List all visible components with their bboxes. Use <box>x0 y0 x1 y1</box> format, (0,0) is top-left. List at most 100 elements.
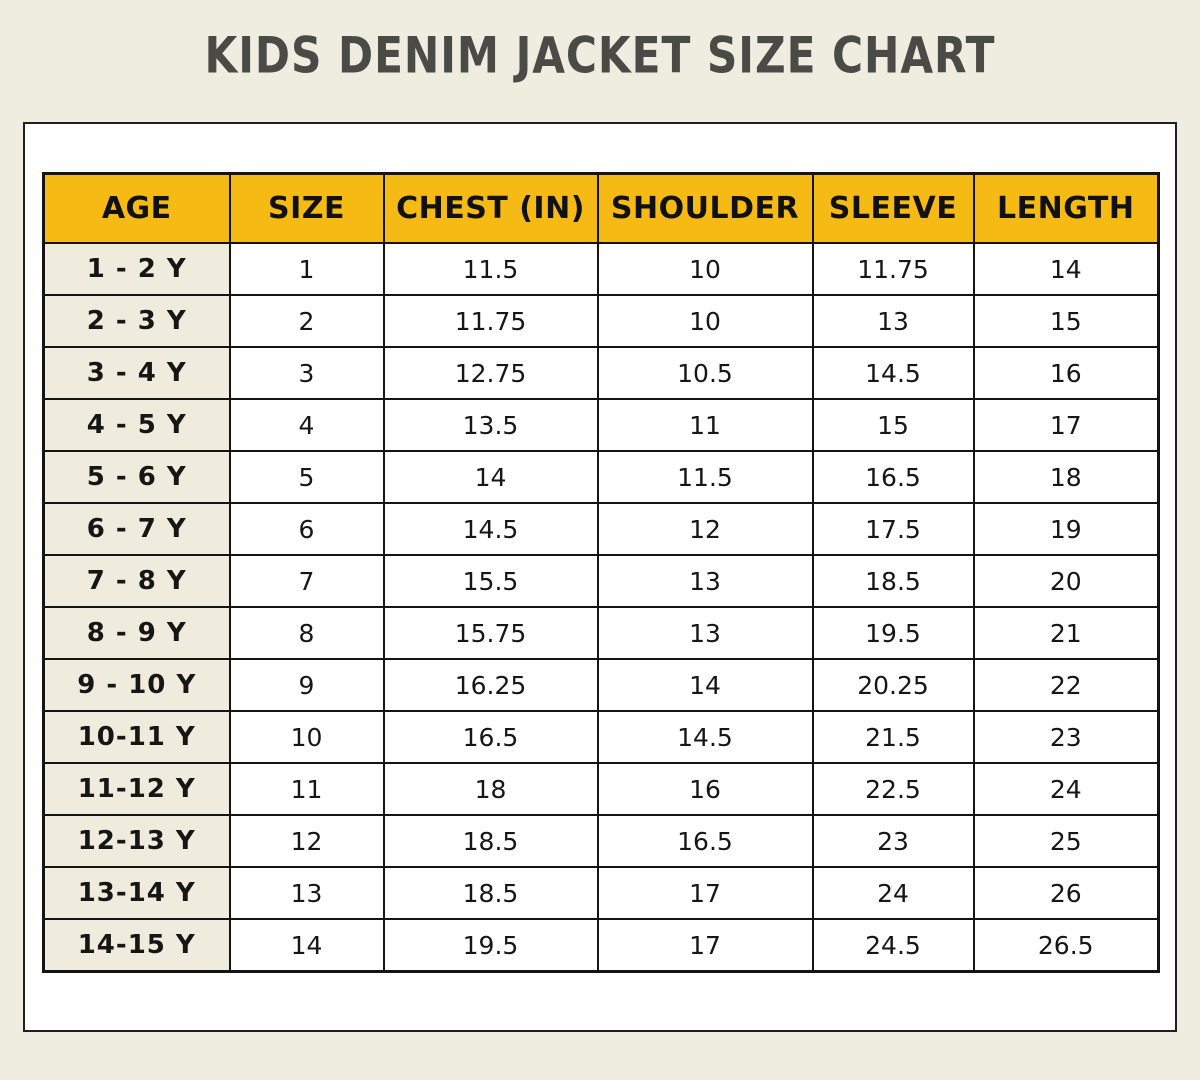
sleeve-cell: 21.5 <box>811 710 975 764</box>
shoulder-cell: 16.5 <box>596 814 814 868</box>
length-cell: 21 <box>972 606 1160 660</box>
length-cell: 24 <box>972 762 1160 816</box>
column-header-shoulder: SHOULDER <box>596 172 814 244</box>
column-header-sleeve: SLEEVE <box>811 172 975 244</box>
length-cell: 23 <box>972 710 1160 764</box>
length-cell: 18 <box>972 450 1160 504</box>
length-cell: 19 <box>972 502 1160 556</box>
table-row: 1 - 2 Y 1 11.5 10 11.75 14 <box>42 242 1160 296</box>
shoulder-cell: 11 <box>596 398 814 452</box>
chest-cell: 15.75 <box>382 606 599 660</box>
length-cell: 26.5 <box>972 918 1160 973</box>
size-cell: 6 <box>228 502 385 556</box>
sleeve-cell: 16.5 <box>811 450 975 504</box>
chest-cell: 19.5 <box>382 918 599 973</box>
sleeve-cell: 20.25 <box>811 658 975 712</box>
chest-cell: 18 <box>382 762 599 816</box>
shoulder-cell: 14.5 <box>596 710 814 764</box>
size-chart-table: AGE SIZE CHEST (IN) SHOULDER SLEEVE LENG… <box>42 172 1160 973</box>
age-cell: 7 - 8 Y <box>42 554 231 608</box>
shoulder-cell: 10 <box>596 294 814 348</box>
table-row: 3 - 4 Y 3 12.75 10.5 14.5 16 <box>42 346 1160 400</box>
size-cell: 4 <box>228 398 385 452</box>
chest-cell: 16.5 <box>382 710 599 764</box>
sleeve-cell: 22.5 <box>811 762 975 816</box>
size-cell: 12 <box>228 814 385 868</box>
table-row: 7 - 8 Y 7 15.5 13 18.5 20 <box>42 554 1160 608</box>
length-cell: 22 <box>972 658 1160 712</box>
length-cell: 20 <box>972 554 1160 608</box>
shoulder-cell: 11.5 <box>596 450 814 504</box>
sleeve-cell: 24.5 <box>811 918 975 973</box>
sleeve-cell: 24 <box>811 866 975 920</box>
table-row: 13-14 Y 13 18.5 17 24 26 <box>42 866 1160 920</box>
shoulder-cell: 17 <box>596 918 814 973</box>
sleeve-cell: 15 <box>811 398 975 452</box>
sleeve-cell: 13 <box>811 294 975 348</box>
length-cell: 17 <box>972 398 1160 452</box>
chest-cell: 11.75 <box>382 294 599 348</box>
age-cell: 9 - 10 Y <box>42 658 231 712</box>
age-cell: 4 - 5 Y <box>42 398 231 452</box>
shoulder-cell: 17 <box>596 866 814 920</box>
size-cell: 10 <box>228 710 385 764</box>
length-cell: 14 <box>972 242 1160 296</box>
chest-cell: 12.75 <box>382 346 599 400</box>
shoulder-cell: 14 <box>596 658 814 712</box>
sleeve-cell: 18.5 <box>811 554 975 608</box>
size-chart-card: AGE SIZE CHEST (IN) SHOULDER SLEEVE LENG… <box>23 122 1177 1032</box>
table-row: 6 - 7 Y 6 14.5 12 17.5 19 <box>42 502 1160 556</box>
size-cell: 14 <box>228 918 385 973</box>
table-row: 12-13 Y 12 18.5 16.5 23 25 <box>42 814 1160 868</box>
age-cell: 3 - 4 Y <box>42 346 231 400</box>
sleeve-cell: 14.5 <box>811 346 975 400</box>
table-row: 10-11 Y 10 16.5 14.5 21.5 23 <box>42 710 1160 764</box>
table-body: 1 - 2 Y 1 11.5 10 11.75 14 2 - 3 Y 2 11.75 10 13 15… <box>42 242 1160 973</box>
length-cell: 25 <box>972 814 1160 868</box>
size-cell: 3 <box>228 346 385 400</box>
table-row: 5 - 6 Y 5 14 11.5 16.5 18 <box>42 450 1160 504</box>
shoulder-cell: 13 <box>596 606 814 660</box>
sleeve-cell: 19.5 <box>811 606 975 660</box>
age-cell: 13-14 Y <box>42 866 231 920</box>
age-cell: 11-12 Y <box>42 762 231 816</box>
shoulder-cell: 10.5 <box>596 346 814 400</box>
age-cell: 10-11 Y <box>42 710 231 764</box>
shoulder-cell: 12 <box>596 502 814 556</box>
sleeve-cell: 23 <box>811 814 975 868</box>
length-cell: 26 <box>972 866 1160 920</box>
column-header-size: SIZE <box>228 172 385 244</box>
table-row: 9 - 10 Y 9 16.25 14 20.25 22 <box>42 658 1160 712</box>
chest-cell: 14.5 <box>382 502 599 556</box>
chest-cell: 18.5 <box>382 866 599 920</box>
table-row: 8 - 9 Y 8 15.75 13 19.5 21 <box>42 606 1160 660</box>
chest-cell: 16.25 <box>382 658 599 712</box>
header-row: AGE SIZE CHEST (IN) SHOULDER SLEEVE LENG… <box>42 172 1160 244</box>
shoulder-cell: 16 <box>596 762 814 816</box>
age-cell: 8 - 9 Y <box>42 606 231 660</box>
age-cell: 14-15 Y <box>42 918 231 973</box>
length-cell: 15 <box>972 294 1160 348</box>
page-title: KIDS DENIM JACKET SIZE CHART <box>204 26 996 85</box>
age-cell: 1 - 2 Y <box>42 242 231 296</box>
chest-cell: 18.5 <box>382 814 599 868</box>
chest-cell: 11.5 <box>382 242 599 296</box>
size-cell: 9 <box>228 658 385 712</box>
size-cell: 8 <box>228 606 385 660</box>
chest-cell: 14 <box>382 450 599 504</box>
length-cell: 16 <box>972 346 1160 400</box>
column-header-chest: CHEST (IN) <box>382 172 599 244</box>
shoulder-cell: 13 <box>596 554 814 608</box>
age-cell: 12-13 Y <box>42 814 231 868</box>
age-cell: 2 - 3 Y <box>42 294 231 348</box>
sleeve-cell: 17.5 <box>811 502 975 556</box>
age-cell: 5 - 6 Y <box>42 450 231 504</box>
size-cell: 11 <box>228 762 385 816</box>
table-row: 4 - 5 Y 4 13.5 11 15 17 <box>42 398 1160 452</box>
sleeve-cell: 11.75 <box>811 242 975 296</box>
column-header-length: LENGTH <box>972 172 1160 244</box>
chest-cell: 15.5 <box>382 554 599 608</box>
size-cell: 13 <box>228 866 385 920</box>
shoulder-cell: 10 <box>596 242 814 296</box>
table-row: 11-12 Y 11 18 16 22.5 24 <box>42 762 1160 816</box>
